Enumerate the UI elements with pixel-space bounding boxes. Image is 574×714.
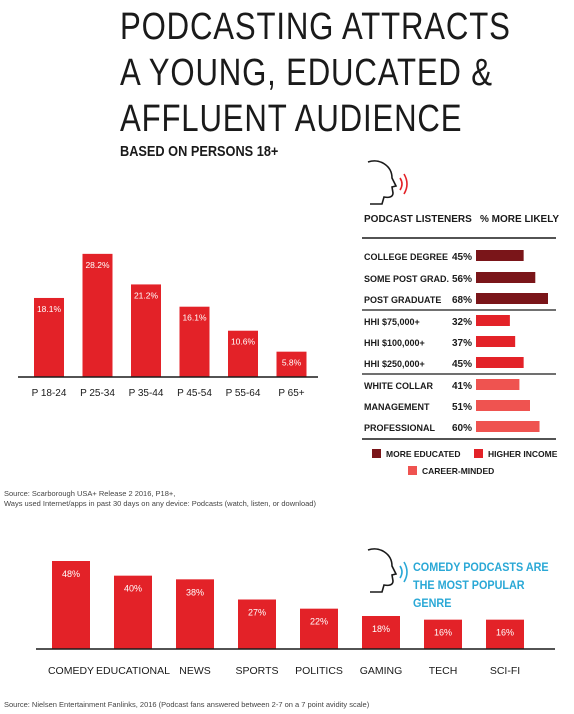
age-bar-value-label: 5.8% — [282, 358, 302, 368]
genre-bar-value-label: 38% — [186, 587, 204, 597]
genre-tick-label: EDUCATIONAL — [96, 665, 170, 677]
listener-row-label: POST GRADUATE — [364, 295, 441, 305]
listener-row-label: SOME POST GRAD. — [364, 274, 449, 284]
source-note-2: Source: Nielsen Entertainment Fanlinks, … — [4, 700, 370, 709]
listener-bar — [476, 400, 530, 411]
age-bar — [131, 284, 161, 377]
listener-row-label: PROFESSIONAL — [364, 423, 436, 433]
age-tick-label: P 18-24 — [32, 388, 67, 399]
listener-bar — [476, 250, 524, 261]
genre-bar — [300, 608, 338, 649]
listener-row-value: 32% — [452, 317, 472, 328]
subtitle: BASED ON PERSONS 18+ — [120, 143, 279, 160]
genre-bar-value-label: 27% — [248, 608, 266, 618]
listener-row-label: HHI $250,000+ — [364, 359, 425, 369]
genre-tick-label: TECH — [429, 665, 458, 677]
age-bar — [179, 306, 210, 377]
genre-bar — [176, 579, 214, 649]
age-bar-value-label: 21.2% — [134, 290, 159, 300]
genre-bar — [114, 575, 152, 649]
listener-row-value: 45% — [452, 359, 472, 370]
listener-bar — [476, 357, 524, 368]
legend-label: HIGHER INCOME — [488, 449, 558, 459]
listener-row-value: 51% — [452, 402, 472, 413]
age-tick-label: P 55-64 — [226, 388, 261, 399]
genre-bar — [486, 619, 524, 649]
listener-row-value: 68% — [452, 295, 472, 306]
legend-label: MORE EDUCATED — [386, 449, 460, 459]
genre-bar-value-label: 40% — [124, 584, 142, 594]
legend-swatch — [474, 449, 483, 458]
genre-bar — [362, 616, 400, 649]
listener-bar — [476, 272, 536, 283]
listener-row-label: HHI $75,000+ — [364, 317, 420, 327]
column-header-more-likely: % MORE LIKELY — [480, 214, 559, 225]
genre-bar — [238, 599, 276, 649]
age-tick-label: P 35-44 — [129, 388, 164, 399]
genre-tick-label: NEWS — [179, 665, 211, 677]
listener-bar — [476, 336, 516, 347]
genre-bar-value-label: 18% — [372, 624, 390, 634]
age-bar — [228, 330, 258, 377]
head-sound-icon — [367, 548, 408, 593]
genre-tick-label: SPORTS — [236, 665, 279, 677]
genre-tick-label: SCI-FI — [490, 665, 520, 677]
listener-bar — [476, 293, 548, 304]
age-tick-label: P 45-54 — [177, 388, 212, 399]
age-bar — [34, 297, 64, 377]
genre-tick-label: COMEDY — [48, 665, 94, 677]
listener-bar — [476, 315, 510, 326]
listener-row-label: WHITE COLLAR — [364, 381, 433, 391]
listener-row-value: 60% — [452, 423, 472, 434]
age-tick-label: P 65+ — [278, 388, 304, 399]
listener-row-label: COLLEGE DEGREE — [364, 252, 448, 262]
listener-row-value: 56% — [452, 274, 472, 285]
age-bar-value-label: 28.2% — [85, 260, 110, 270]
source-note-1: Source: Scarborough USA+ Release 2 2016,… — [4, 489, 176, 498]
age-bar-value-label: 18.1% — [37, 304, 62, 314]
listener-row-label: MANAGEMENT — [364, 402, 430, 412]
age-bar — [82, 253, 113, 377]
legend-label: CAREER-MINDED — [422, 466, 494, 476]
genre-tick-label: POLITICS — [295, 665, 343, 677]
genre-bar-value-label: 48% — [62, 569, 80, 579]
legend-swatch — [408, 466, 417, 475]
legend-swatch — [372, 449, 381, 458]
genre-bar — [52, 561, 90, 649]
genre-bar-value-label: 16% — [434, 628, 452, 638]
listener-bar — [476, 421, 540, 432]
genre-bar-value-label: 16% — [496, 628, 514, 638]
title-line-3: AFFLUENT AUDIENCE — [120, 98, 463, 140]
column-header-listeners: PODCAST LISTENERS — [364, 214, 472, 225]
genre-bar-value-label: 22% — [310, 617, 328, 627]
age-tick-label: P 25-34 — [80, 388, 115, 399]
listener-row-value: 41% — [452, 381, 472, 392]
listener-row-value: 45% — [452, 252, 472, 263]
listener-bar — [476, 379, 520, 390]
title-block: PODCASTING ATTRACTS A YOUNG, EDUCATED & … — [120, 4, 510, 142]
genre-tick-label: GAMING — [360, 665, 403, 677]
listener-row-label: HHI $100,000+ — [364, 338, 425, 348]
head-sound-icon — [367, 160, 408, 205]
genre-callout: COMEDY PODCASTS ARE THE MOST POPULAR GEN… — [413, 560, 549, 610]
age-bar-value-label: 16.1% — [182, 313, 207, 323]
age-bar-value-label: 10.6% — [231, 337, 256, 347]
age-bar — [276, 351, 307, 377]
listener-row-value: 37% — [452, 338, 472, 349]
genre-bar — [424, 619, 462, 649]
source-note-1b: Ways used Internet/apps in past 30 days … — [4, 499, 316, 508]
